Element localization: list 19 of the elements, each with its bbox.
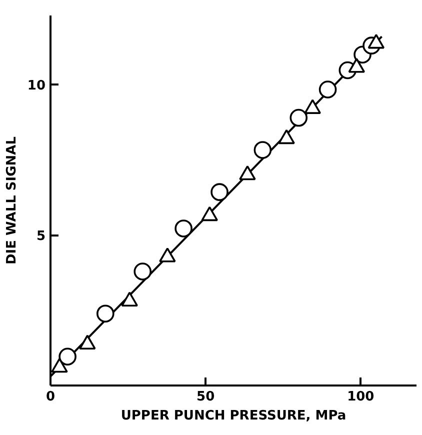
point bbox=[174, 220, 192, 238]
point bbox=[318, 80, 337, 98]
point bbox=[290, 108, 308, 127]
point bbox=[51, 358, 68, 373]
point bbox=[79, 334, 96, 350]
point bbox=[121, 292, 138, 306]
x-tick-label: 50 bbox=[196, 390, 215, 404]
point bbox=[254, 141, 272, 159]
point bbox=[210, 183, 228, 201]
x-tick-label: 100 bbox=[347, 390, 374, 404]
x-tick-label: 0 bbox=[46, 390, 56, 404]
y-tick-label: 5 bbox=[36, 229, 46, 244]
y-axis-title: DIE WALL SIGNAL bbox=[4, 136, 20, 265]
point bbox=[201, 206, 218, 222]
point bbox=[278, 129, 295, 144]
y-tick-label: 10 bbox=[27, 78, 46, 94]
point bbox=[239, 165, 256, 180]
point bbox=[159, 247, 176, 262]
x-axis-title: UPPER PUNCH PRESSURE, MPa bbox=[120, 408, 346, 424]
